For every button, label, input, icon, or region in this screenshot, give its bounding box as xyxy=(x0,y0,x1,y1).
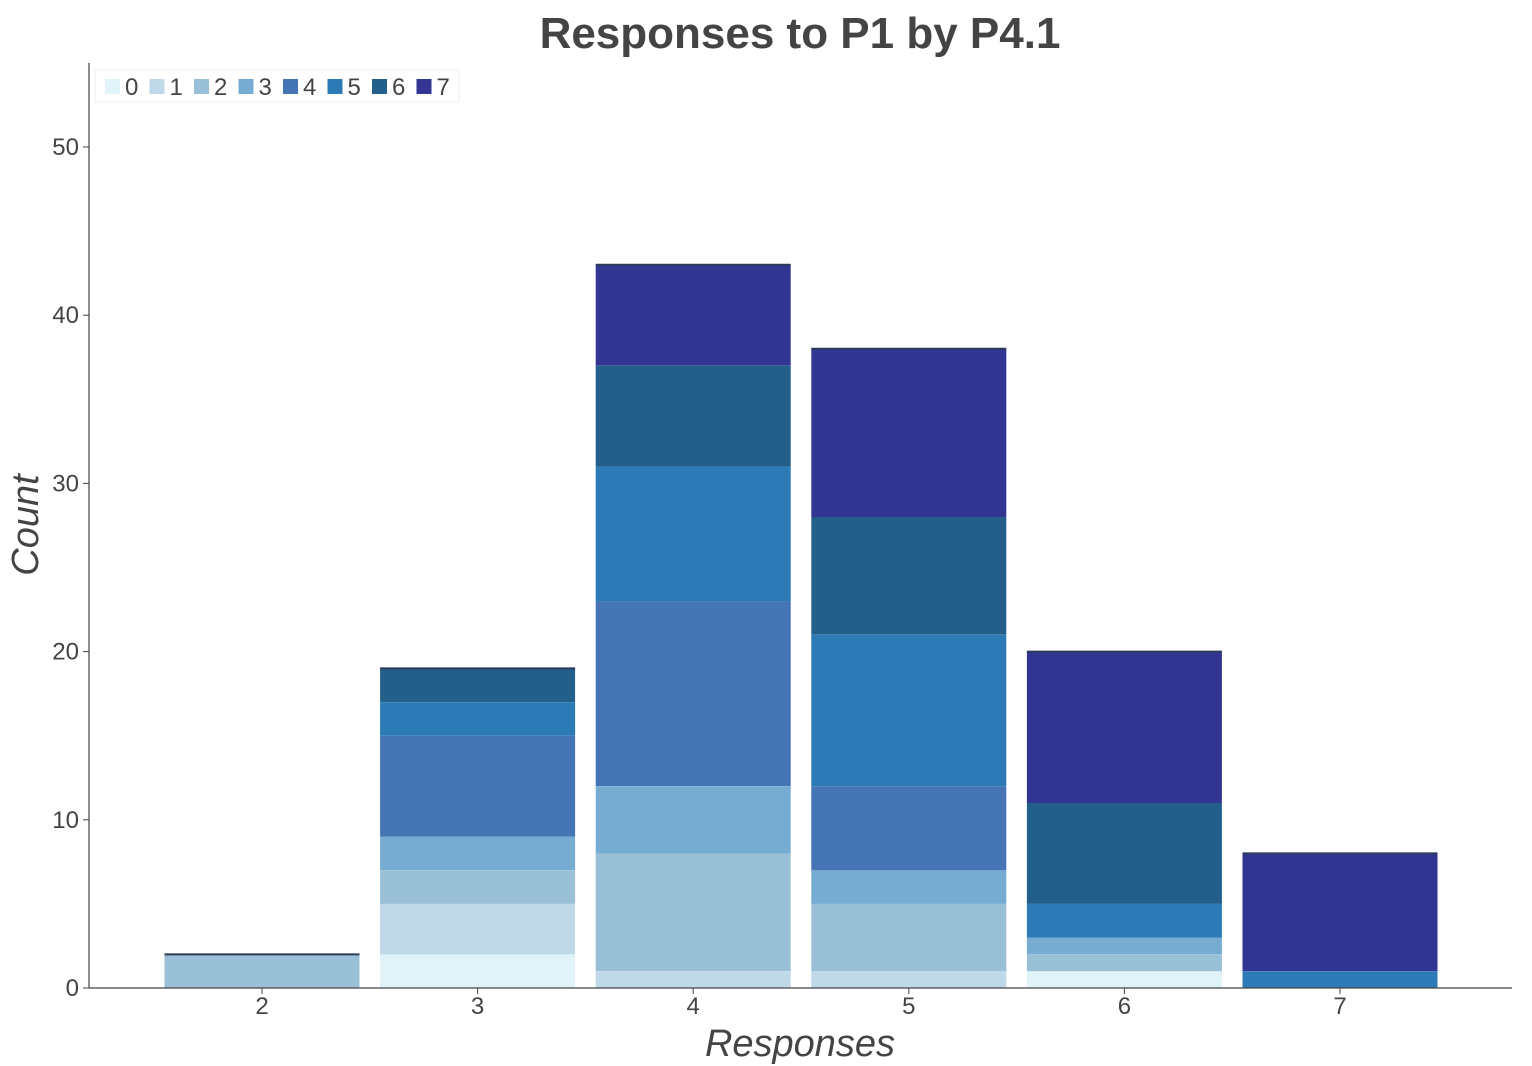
bar-segment-3-series-4 xyxy=(380,735,576,837)
legend-label-4: 4 xyxy=(303,74,316,101)
x-axis-title: Responses xyxy=(705,1023,895,1065)
legend-swatch-1 xyxy=(149,79,165,94)
legend-label-6: 6 xyxy=(392,74,405,101)
legend-label-2: 2 xyxy=(214,74,227,101)
bar-segment-4-series-5 xyxy=(595,466,791,602)
legend-swatch-0 xyxy=(105,79,120,94)
x-tick-label-2: 2 xyxy=(255,993,268,1020)
legend: 0 1 2 3 4 5 6 7 xyxy=(94,69,460,103)
bar-segment-2-series-2 xyxy=(164,954,360,988)
y-tick-label-30: 30 xyxy=(52,470,79,497)
legend-swatch-4 xyxy=(283,79,298,94)
y-tick-label-10: 10 xyxy=(52,807,79,834)
bar-segment-6-series-7 xyxy=(1026,651,1222,803)
x-axis-ticks: 2 3 4 5 6 7 xyxy=(255,988,1347,1020)
bar-segment-5-series-2 xyxy=(811,903,1007,972)
y-tick-label-40: 40 xyxy=(52,302,79,329)
chart-title: Responses to P1 by P4.1 xyxy=(540,9,1061,58)
bar-segment-4-series-7 xyxy=(595,264,791,366)
x-tick-label-4: 4 xyxy=(687,993,700,1020)
x-tick-label-5: 5 xyxy=(902,993,915,1020)
legend-swatch-3 xyxy=(238,79,254,94)
bar-segment-4-series-6 xyxy=(595,365,791,467)
legend-swatch-5 xyxy=(327,79,343,94)
x-tick-label-7: 7 xyxy=(1333,993,1346,1020)
bar-segment-3-series-2 xyxy=(380,870,576,904)
y-tick-label-0: 0 xyxy=(66,975,79,1002)
bar-segment-6-series-2 xyxy=(1026,954,1222,972)
bar-segment-4-series-2 xyxy=(595,853,791,972)
bar-segment-3-series-6 xyxy=(380,668,576,702)
bar-segment-3-series-0 xyxy=(380,954,576,988)
legend-swatch-6 xyxy=(372,79,387,94)
bar-segment-5-series-7 xyxy=(811,348,1007,517)
bar-segment-5-series-5 xyxy=(811,634,1007,787)
legend-label-1: 1 xyxy=(170,74,183,101)
bar-segment-5-series-1 xyxy=(811,971,1007,988)
legend-swatch-7 xyxy=(416,79,432,94)
bar-segment-3-series-3 xyxy=(380,836,576,871)
bar-segment-7-series-5 xyxy=(1242,971,1438,988)
legend-label-7: 7 xyxy=(437,74,450,101)
y-axis-title: Count xyxy=(5,473,47,576)
y-tick-label-20: 20 xyxy=(52,639,79,666)
bar-segment-6-series-6 xyxy=(1026,803,1222,904)
y-tick-label-50: 50 xyxy=(52,134,79,161)
bar-segment-5-series-4 xyxy=(811,786,1007,871)
bar-segment-6-series-5 xyxy=(1026,903,1222,938)
bar-segment-5-series-3 xyxy=(811,870,1007,904)
legend-swatch-2 xyxy=(194,79,209,94)
bar-segment-4-series-1 xyxy=(595,971,791,988)
x-tick-label-6: 6 xyxy=(1118,993,1131,1020)
bar-segment-4-series-3 xyxy=(595,786,791,854)
bar-segment-6-series-3 xyxy=(1026,937,1222,955)
bar-segment-6-series-0 xyxy=(1026,971,1222,988)
legend-label-3: 3 xyxy=(259,74,272,101)
bar-segment-4-series-4 xyxy=(595,601,791,787)
bar-segment-7-series-7 xyxy=(1242,853,1438,972)
bar-segment-5-series-6 xyxy=(811,517,1007,635)
y-axis-ticks: 0 10 20 30 40 50 xyxy=(52,134,89,1002)
bar-segment-3-series-5 xyxy=(380,702,576,736)
bars-layer xyxy=(164,263,1438,988)
x-tick-label-3: 3 xyxy=(471,993,484,1020)
legend-label-0: 0 xyxy=(125,74,138,101)
legend-label-5: 5 xyxy=(348,74,361,101)
bar-segment-3-series-1 xyxy=(380,903,576,955)
